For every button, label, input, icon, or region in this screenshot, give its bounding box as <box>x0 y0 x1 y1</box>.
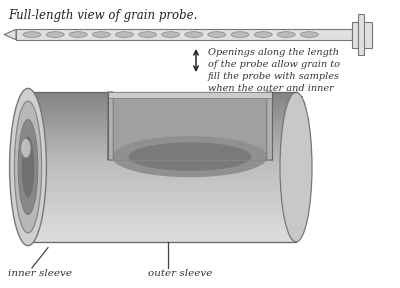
Ellipse shape <box>18 120 38 215</box>
Bar <box>28 137 296 140</box>
Ellipse shape <box>280 92 312 242</box>
Bar <box>28 215 296 217</box>
Bar <box>28 120 296 122</box>
Bar <box>28 115 296 117</box>
Bar <box>28 209 296 212</box>
Ellipse shape <box>23 32 41 37</box>
Bar <box>28 227 296 230</box>
Bar <box>108 92 272 160</box>
Bar <box>28 197 296 200</box>
Bar <box>28 95 296 97</box>
Ellipse shape <box>231 32 249 37</box>
Bar <box>28 125 296 127</box>
Bar <box>28 155 296 157</box>
Ellipse shape <box>69 32 87 37</box>
Bar <box>28 102 296 105</box>
Bar <box>28 175 296 177</box>
Ellipse shape <box>208 32 226 37</box>
Bar <box>28 140 296 142</box>
Bar <box>28 107 296 110</box>
Bar <box>28 130 296 132</box>
Bar <box>28 185 296 187</box>
Ellipse shape <box>116 32 134 37</box>
Ellipse shape <box>185 32 203 37</box>
Bar <box>28 230 296 232</box>
Bar <box>28 182 296 185</box>
Bar <box>28 127 296 130</box>
Bar <box>16 29 352 40</box>
Ellipse shape <box>46 32 64 37</box>
Ellipse shape <box>92 32 110 37</box>
Bar <box>108 92 272 98</box>
Bar <box>28 157 296 160</box>
Ellipse shape <box>254 32 272 37</box>
Bar <box>28 170 296 172</box>
Ellipse shape <box>162 32 180 37</box>
Bar <box>28 167 296 170</box>
Ellipse shape <box>138 32 156 37</box>
Bar <box>28 179 296 182</box>
Bar <box>28 239 296 242</box>
Bar <box>28 142 296 145</box>
Bar <box>28 177 296 179</box>
FancyBboxPatch shape <box>108 92 113 160</box>
Bar <box>28 202 296 204</box>
Bar <box>28 217 296 219</box>
Ellipse shape <box>22 136 34 198</box>
Bar <box>28 172 296 175</box>
Bar <box>28 222 296 224</box>
Bar <box>28 192 296 194</box>
Ellipse shape <box>277 32 295 37</box>
Bar <box>28 105 296 107</box>
Bar <box>28 232 296 234</box>
Ellipse shape <box>14 101 42 233</box>
Bar <box>28 149 296 152</box>
Bar <box>28 164 296 167</box>
Ellipse shape <box>22 139 30 158</box>
Bar <box>28 207 296 209</box>
Bar <box>28 147 296 149</box>
Bar <box>28 100 296 102</box>
Text: inner sleeve: inner sleeve <box>8 269 72 278</box>
Bar <box>28 134 296 137</box>
Bar <box>28 145 296 147</box>
Bar <box>28 204 296 207</box>
Bar <box>28 122 296 125</box>
Bar <box>28 132 296 134</box>
Bar <box>28 152 296 155</box>
Text: Full-length view of grain probe.: Full-length view of grain probe. <box>8 9 197 22</box>
Bar <box>28 187 296 190</box>
Bar <box>28 219 296 222</box>
Bar <box>28 112 296 115</box>
Bar <box>28 92 296 95</box>
Ellipse shape <box>10 88 46 246</box>
FancyBboxPatch shape <box>267 92 272 160</box>
Bar <box>28 190 296 192</box>
Ellipse shape <box>128 143 252 171</box>
Bar <box>28 224 296 227</box>
Bar <box>352 22 372 48</box>
Bar <box>28 237 296 239</box>
Bar <box>28 160 296 162</box>
Bar <box>28 117 296 120</box>
Text: outer sleeve: outer sleeve <box>148 269 212 278</box>
Polygon shape <box>4 29 16 40</box>
Bar <box>28 97 296 100</box>
Bar <box>358 14 364 55</box>
Bar <box>28 212 296 215</box>
Ellipse shape <box>112 136 268 177</box>
Text: Openings along the length
of the probe allow grain to
fill the probe with sample: Openings along the length of the probe a… <box>208 48 340 105</box>
Bar <box>28 200 296 202</box>
Bar <box>28 234 296 237</box>
Ellipse shape <box>300 32 318 37</box>
Bar <box>28 162 296 164</box>
Bar <box>28 110 296 112</box>
Bar <box>28 194 296 197</box>
